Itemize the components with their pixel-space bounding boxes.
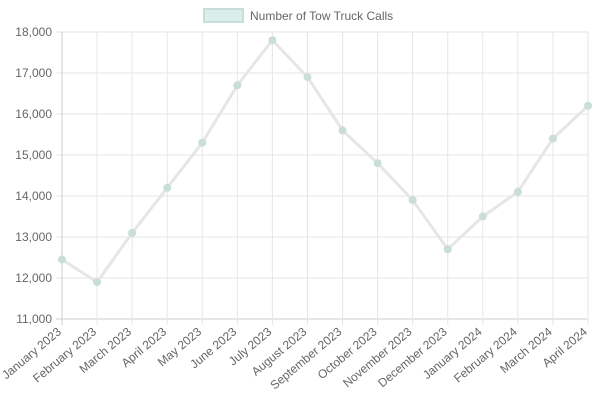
data-point[interactable] xyxy=(58,255,66,264)
y-tick-label: 17,000 xyxy=(15,66,52,80)
data-point[interactable] xyxy=(408,196,417,205)
y-tick-label: 18,000 xyxy=(15,25,52,39)
y-tick-label: 14,000 xyxy=(15,189,52,203)
series-layer xyxy=(58,36,592,287)
y-tick-label: 12,000 xyxy=(15,271,52,285)
data-point[interactable] xyxy=(338,126,347,135)
data-point[interactable] xyxy=(548,134,557,143)
legend-swatch[interactable] xyxy=(203,8,244,23)
data-point[interactable] xyxy=(443,245,452,254)
legend[interactable]: Number of Tow Truck Calls xyxy=(203,8,393,23)
data-point[interactable] xyxy=(513,187,522,196)
legend-label[interactable]: Number of Tow Truck Calls xyxy=(250,9,393,23)
data-point[interactable] xyxy=(478,212,487,221)
y-tick-label: 16,000 xyxy=(15,107,52,121)
data-point[interactable] xyxy=(128,228,137,237)
data-point[interactable] xyxy=(233,81,242,90)
y-tick-label: 11,000 xyxy=(16,312,52,326)
series-line xyxy=(60,38,590,284)
y-axis-ticks: 11,000 12,000 13,000 14,000 15,000 16,000 17,0… xyxy=(15,25,52,326)
data-point[interactable] xyxy=(198,138,207,147)
data-point[interactable] xyxy=(268,36,277,45)
y-tick-label: 13,000 xyxy=(15,230,52,244)
data-point[interactable] xyxy=(373,159,382,168)
grid-lines xyxy=(56,31,589,325)
data-point[interactable] xyxy=(584,101,592,110)
data-point[interactable] xyxy=(303,73,312,82)
data-point[interactable] xyxy=(163,183,172,192)
y-tick-label: 15,000 xyxy=(15,148,52,162)
data-point[interactable] xyxy=(93,278,102,287)
